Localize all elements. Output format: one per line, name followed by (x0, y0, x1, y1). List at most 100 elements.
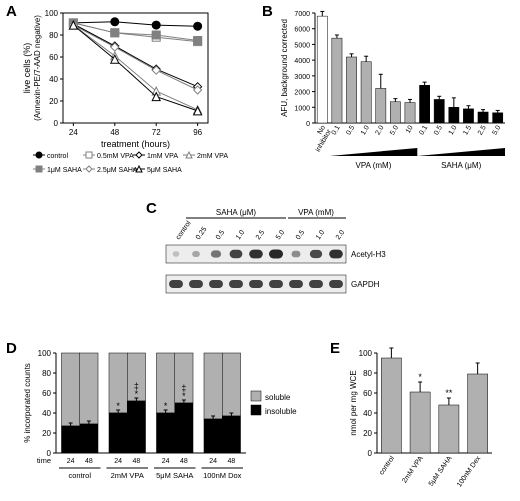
svg-text:1mM VPA: 1mM VPA (147, 153, 178, 160)
svg-text:0: 0 (54, 119, 59, 128)
svg-text:nmol per mg WCE: nmol per mg WCE (349, 370, 358, 435)
svg-text:60: 60 (49, 53, 58, 62)
svg-text:100: 100 (45, 9, 59, 18)
svg-text:0.1: 0.1 (331, 124, 342, 136)
svg-text:60: 60 (42, 389, 51, 398)
svg-text:**: ** (445, 388, 453, 398)
svg-text:0.5: 0.5 (345, 124, 356, 136)
svg-text:7000: 7000 (294, 11, 310, 18)
svg-text:5μM SAHA: 5μM SAHA (156, 471, 193, 480)
svg-text:insoluble: insoluble (265, 407, 297, 416)
svg-text:treatment (hours): treatment (hours) (101, 139, 170, 149)
svg-text:time: time (37, 456, 51, 465)
svg-text:2mM VPA: 2mM VPA (401, 455, 425, 485)
svg-text:control: control (47, 153, 68, 160)
svg-text:100nM Dex: 100nM Dex (456, 455, 483, 489)
svg-text:48: 48 (227, 458, 235, 465)
svg-text:100: 100 (38, 349, 52, 358)
svg-text:control: control (378, 455, 396, 477)
svg-text:*: * (135, 389, 139, 399)
svg-text:*: * (164, 401, 168, 411)
svg-text:% incorporated counts: % incorporated counts (23, 363, 32, 443)
svg-text:20: 20 (363, 429, 372, 438)
svg-text:1.5: 1.5 (462, 124, 473, 136)
svg-text:0: 0 (368, 449, 373, 458)
svg-text:2.0: 2.0 (335, 229, 346, 241)
svg-text:24: 24 (114, 458, 122, 465)
svg-text:1.0: 1.0 (235, 229, 246, 241)
svg-text:24: 24 (162, 458, 170, 465)
svg-text:40: 40 (49, 75, 58, 84)
svg-text:1000: 1000 (294, 105, 310, 112)
svg-text:24: 24 (69, 128, 78, 137)
svg-text:5.0: 5.0 (275, 229, 286, 241)
svg-text:AFU, background corrected: AFU, background corrected (280, 19, 289, 117)
panel-a-label: A (6, 3, 17, 20)
svg-text:2.5: 2.5 (255, 229, 266, 241)
svg-text:48: 48 (132, 458, 140, 465)
svg-text:4000: 4000 (294, 58, 310, 65)
svg-text:1.0: 1.0 (448, 124, 459, 136)
panel-c-label: C (146, 200, 157, 217)
svg-text:80: 80 (42, 369, 51, 378)
panel-b-chart: 0 1000 2000 3000 4000 5000 6000 7000 AFU, backgr… (275, 5, 515, 185)
svg-text:VPA (mM): VPA (mM) (298, 208, 334, 217)
panel-d-chart: 020406080100% incorporated counts2448con… (18, 345, 318, 495)
svg-text:60: 60 (363, 389, 372, 398)
svg-text:soluble: soluble (265, 393, 291, 402)
svg-text:Acetyl-H3: Acetyl-H3 (351, 250, 386, 259)
svg-text:48: 48 (180, 458, 188, 465)
svg-text:24: 24 (67, 458, 75, 465)
panel-a-chart: 02040608010024487296treatment (hours)liv… (18, 5, 228, 200)
svg-text:SAHA (μM): SAHA (μM) (216, 208, 257, 217)
svg-text:(Annexin-PE/7-AAD negative): (Annexin-PE/7-AAD negative) (33, 15, 42, 121)
svg-text:48: 48 (110, 128, 119, 137)
svg-text:2000: 2000 (294, 90, 310, 97)
svg-text:20: 20 (42, 429, 51, 438)
svg-text:40: 40 (42, 409, 51, 418)
svg-text:0.25: 0.25 (195, 226, 209, 241)
panel-e-label: E (330, 340, 340, 357)
svg-text:2.5: 2.5 (477, 124, 488, 136)
svg-text:6000: 6000 (294, 27, 310, 34)
panel-e-chart: 020406080100nmol per mg WCEcontrol*2mM V… (345, 345, 515, 495)
svg-text:1.0: 1.0 (315, 229, 326, 241)
svg-text:0.5mM VPA: 0.5mM VPA (97, 153, 134, 160)
svg-text:10: 10 (405, 124, 415, 134)
svg-text:0.1: 0.1 (418, 124, 429, 136)
svg-text:2.0: 2.0 (375, 124, 386, 136)
svg-text:80: 80 (49, 31, 58, 40)
svg-text:*: * (116, 401, 120, 411)
svg-text:20: 20 (49, 97, 58, 106)
panel-d-label: D (6, 340, 17, 357)
svg-text:24: 24 (209, 458, 217, 465)
panel-c-blots: SAHA (μM) VPA (mM) control0.25 0.5 1.0 2.5 5.0… (158, 205, 408, 335)
svg-text:1.0: 1.0 (360, 124, 371, 136)
svg-text:5000: 5000 (294, 42, 310, 49)
svg-text:0.5: 0.5 (433, 124, 444, 136)
svg-text:control: control (68, 471, 91, 480)
svg-text:48: 48 (85, 458, 93, 465)
svg-text:0.5: 0.5 (295, 229, 306, 241)
svg-text:1μM SAHA: 1μM SAHA (47, 167, 82, 174)
svg-text:5μM SAHA: 5μM SAHA (147, 167, 182, 174)
svg-text:5.0: 5.0 (389, 124, 400, 136)
svg-text:2mM VPA: 2mM VPA (197, 153, 228, 160)
svg-text:5μM SAHA: 5μM SAHA (428, 455, 454, 488)
svg-text:3000: 3000 (294, 74, 310, 81)
svg-text:0: 0 (306, 121, 310, 128)
svg-text:100nM Dox: 100nM Dox (203, 471, 242, 480)
svg-text:*: * (182, 391, 186, 401)
svg-text:0.5: 0.5 (215, 229, 226, 241)
svg-text:5.0: 5.0 (491, 124, 502, 136)
panel-b-label: B (262, 3, 273, 20)
svg-text:SAHA (μM): SAHA (μM) (441, 161, 482, 170)
svg-text:40: 40 (363, 409, 372, 418)
svg-text:VPA (mM): VPA (mM) (356, 161, 392, 170)
svg-text:2mM VPA: 2mM VPA (111, 471, 144, 480)
svg-text:GAPDH: GAPDH (351, 280, 380, 289)
svg-text:72: 72 (152, 128, 161, 137)
svg-text:control: control (175, 220, 193, 242)
svg-text:*: * (418, 372, 422, 382)
svg-text:96: 96 (193, 128, 202, 137)
